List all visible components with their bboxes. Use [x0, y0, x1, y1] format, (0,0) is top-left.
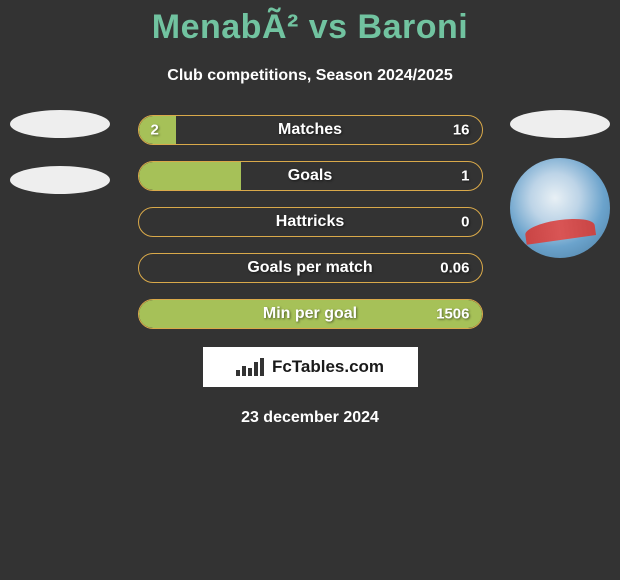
stat-label: Min per goal: [263, 305, 357, 323]
source-label: FcTables.com: [272, 357, 384, 377]
stat-row: Goals per match 0.06: [0, 253, 620, 283]
stat-value-right: 16: [453, 122, 470, 139]
source-box: FcTables.com: [203, 347, 418, 387]
stat-label: Goals: [288, 167, 332, 185]
date-text: 23 december 2024: [0, 409, 620, 427]
stat-value-right: 1: [461, 168, 469, 185]
stat-bar-track: Hattricks 0: [138, 207, 483, 237]
stat-value-right: 0.06: [440, 260, 469, 277]
stats-container: 2 Matches 16 Goals 1 Hattricks 0 Goals per matc…: [0, 115, 620, 329]
stat-row: 2 Matches 16: [0, 115, 620, 145]
bar-chart-icon: [236, 358, 266, 376]
stat-label: Matches: [278, 121, 342, 139]
stat-label: Goals per match: [247, 259, 372, 277]
stat-label: Hattricks: [276, 213, 344, 231]
stat-row: Min per goal 1506: [0, 299, 620, 329]
stat-value-right: 1506: [436, 306, 469, 323]
page-title: MenabÃ² vs Baroni: [0, 0, 620, 47]
stat-value-left: 2: [151, 122, 159, 139]
stat-bar-track: 2 Matches 16: [138, 115, 483, 145]
page-subtitle: Club competitions, Season 2024/2025: [0, 67, 620, 85]
stat-bar-fill: [139, 162, 242, 190]
stat-value-right: 0: [461, 214, 469, 231]
stat-row: Hattricks 0: [0, 207, 620, 237]
stat-bar-track: Min per goal 1506: [138, 299, 483, 329]
stat-bar-track: Goals 1: [138, 161, 483, 191]
stat-bar-track: Goals per match 0.06: [138, 253, 483, 283]
stat-row: Goals 1: [0, 161, 620, 191]
